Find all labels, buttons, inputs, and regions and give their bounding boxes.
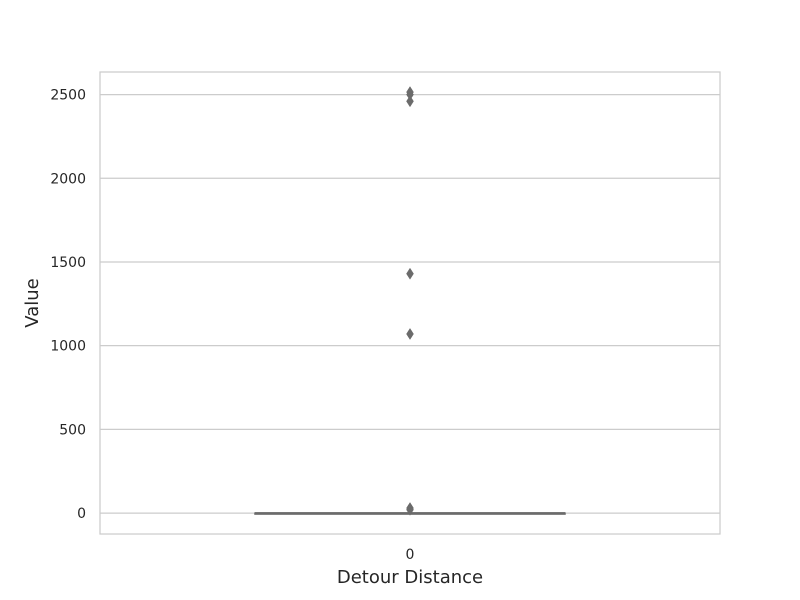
- y-tick-label: 0: [77, 506, 86, 522]
- plot-frame: [99, 71, 721, 535]
- outlier-marker: [406, 328, 414, 340]
- outlier-points: [406, 86, 414, 516]
- x-axis-title: Detour Distance: [337, 567, 483, 588]
- outlier-marker: [406, 503, 414, 516]
- y-axis-title: Value: [22, 278, 43, 327]
- x-tick-label: 0: [406, 547, 415, 563]
- y-tick-label: 2000: [50, 171, 86, 187]
- outlier-marker: [406, 267, 414, 280]
- outlier-marker: [406, 95, 414, 108]
- y-tick-label: 500: [59, 422, 86, 438]
- y-tick-labels: 0 500 1000 1500 2000 2500: [50, 88, 86, 522]
- y-tick-label: 1500: [50, 255, 86, 271]
- y-tick-label: 2500: [50, 88, 86, 104]
- x-tick-labels: 0: [406, 547, 415, 563]
- y-tick-label: 1000: [50, 339, 86, 355]
